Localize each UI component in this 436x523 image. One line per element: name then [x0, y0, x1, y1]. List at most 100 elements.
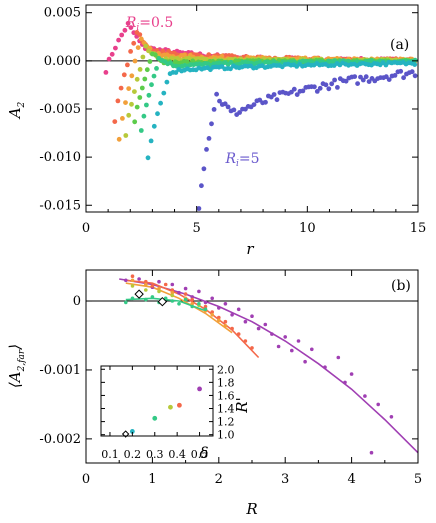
- panel-a-point: [211, 107, 217, 112]
- panel-b-xtick-label: 5: [414, 472, 422, 487]
- panel-a-annotations: Ri=0.5 Ri=5: [125, 15, 260, 169]
- panel-a-point: [343, 78, 349, 84]
- panel-a-point: [140, 54, 146, 60]
- panel-a-xtick-label: 15: [410, 221, 427, 236]
- panel-a-point: [146, 92, 152, 98]
- panel-a-point: [147, 59, 153, 64]
- panel-b-point: [217, 315, 221, 320]
- panel-a-point: [116, 37, 121, 43]
- panel-a-point: [128, 49, 134, 54]
- panel-a-point: [300, 88, 306, 94]
- panel-b-point: [363, 394, 367, 398]
- panel-a-point: [145, 155, 151, 161]
- panel-b-point: [190, 302, 194, 306]
- panel-a-xlabel: r: [246, 240, 254, 258]
- panel-b-ticks: 0 1 2 3 4 5 0 -0.001 -0.002: [39, 270, 422, 487]
- panel-a-ytick-label: 0.005: [44, 6, 81, 21]
- panel-a-point: [222, 101, 228, 107]
- inset-xtick-label: 0.3: [146, 448, 164, 461]
- panel-a-point: [225, 104, 231, 110]
- panel-a-ytick-label: -0.015: [39, 198, 81, 213]
- panel-a-point: [317, 85, 323, 91]
- panel-b-diamonds: [134, 289, 168, 307]
- panel-b-point: [256, 326, 261, 331]
- inset-ytick-label: 2.0: [217, 363, 235, 376]
- inset-background: [101, 366, 213, 436]
- panel-a-point: [383, 74, 389, 80]
- panel-a-point: [151, 123, 157, 129]
- panel-a-point: [106, 56, 112, 62]
- inset-ytick-label: 1.8: [217, 376, 235, 389]
- panel-a-point: [120, 116, 125, 121]
- panel-b-point: [243, 339, 248, 343]
- panel-a-point: [401, 75, 406, 81]
- inset-point: [197, 386, 202, 392]
- panel-a-point: [352, 74, 358, 79]
- inset-ytick-label: 1.2: [217, 416, 235, 429]
- panel-a-point: [237, 110, 243, 115]
- panel-b-point: [144, 279, 148, 284]
- panel-b-point: [190, 295, 194, 299]
- panel-b-xtick-label: 3: [281, 472, 289, 487]
- panel-b-point: [170, 282, 175, 287]
- panel-a-point: [112, 119, 118, 124]
- panel-b-point: [296, 339, 301, 343]
- panel-b-point: [150, 284, 155, 288]
- panel-a-point: [132, 89, 137, 94]
- panel-a-point: [199, 183, 204, 189]
- panel-b-point: [323, 365, 327, 370]
- inset-ytick-label: 1.4: [217, 403, 235, 416]
- panel-b-point: [230, 326, 234, 331]
- panel-a-point: [128, 25, 134, 30]
- inset-point: [152, 415, 158, 421]
- panel-a-point: [312, 84, 317, 90]
- panel-a-point: [158, 100, 164, 106]
- panel-a-point: [143, 43, 149, 49]
- panel-a-ylabel-sub: 2: [17, 101, 27, 108]
- panel-b-ylabel: ⟨A2,far⟩: [6, 344, 27, 388]
- panel-b-ytick-label: -0.001: [39, 363, 81, 378]
- panel-a-point: [392, 73, 398, 78]
- panel-b-point: [349, 372, 354, 376]
- panel-a-point: [154, 66, 159, 71]
- panel-a-point: [386, 77, 392, 82]
- panel-b-point: [243, 319, 248, 324]
- panel-b-point: [210, 296, 214, 301]
- panel-a-point: [113, 45, 118, 51]
- panel-a-point: [412, 73, 418, 79]
- panel-b-point: [283, 335, 288, 339]
- panel-a-point: [231, 107, 237, 113]
- panel-b-point: [144, 288, 148, 292]
- panel-b-diamond: [134, 289, 144, 299]
- panel-b-ylabel-close: ⟩: [6, 344, 24, 351]
- panel-b-point: [124, 300, 128, 305]
- panel-a-point: [134, 104, 140, 110]
- panel-b-point: [223, 302, 228, 306]
- svg-text:⟨A2,far⟩: ⟨A2,far⟩: [6, 344, 27, 388]
- panel-a-point: [161, 90, 167, 96]
- inset-point: [129, 429, 135, 434]
- panel-b-point: [217, 306, 221, 310]
- panel-a-label: (a): [390, 37, 409, 53]
- panel-b-point: [170, 293, 175, 298]
- panel-b-point: [124, 278, 128, 283]
- inset-xtick-label: 0.2: [124, 448, 142, 461]
- inset-frame: [100, 365, 214, 437]
- panel-b-point: [130, 278, 135, 283]
- panel-a-point: [164, 79, 170, 85]
- panel-a-point: [263, 99, 268, 105]
- inset-ytick-label: 1.0: [217, 429, 235, 442]
- panel-b-point: [183, 292, 188, 296]
- panel-a-xtick-label: 5: [193, 221, 201, 236]
- panel-a-point: [329, 81, 335, 87]
- panel-a-point: [142, 76, 148, 82]
- panel-a-point: [412, 57, 418, 63]
- panel-a-point: [160, 48, 166, 54]
- panel-a-point: [168, 60, 173, 66]
- panel-a-ytick-label: -0.005: [39, 102, 81, 117]
- panel-a-ticks: 0 5 10 15 0.005 0.000 -0.005 -0.010 -0.015: [39, 5, 426, 236]
- panel-b-point: [223, 324, 228, 328]
- panel-a-point: [151, 73, 157, 79]
- panel-a-point: [125, 20, 131, 26]
- panel-b-point: [150, 295, 155, 299]
